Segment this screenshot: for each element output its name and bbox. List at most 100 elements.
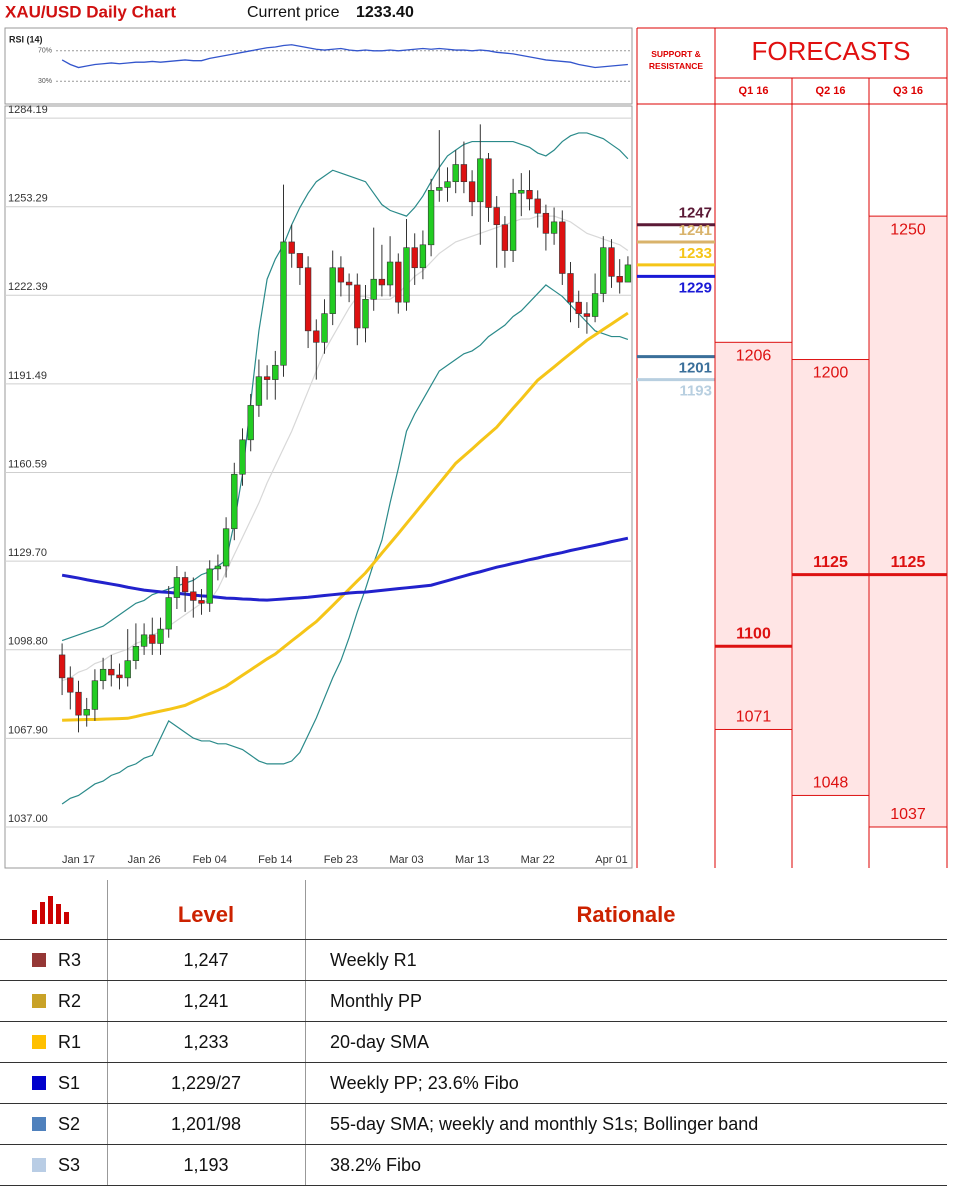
- candle-body: [263, 376, 271, 380]
- candle-body: [296, 253, 304, 269]
- rsi-title: RSI (14): [9, 34, 43, 44]
- candle-body: [419, 244, 427, 269]
- indicator-line: [62, 311, 629, 722]
- y-tick-label: 1129.70: [8, 547, 47, 559]
- forecast-panel: FORECASTS SUPPORT & RESISTANCE: [636, 27, 948, 868]
- x-tick-label: Mar 13: [455, 854, 489, 866]
- candle-body: [395, 261, 402, 303]
- price: 1233.40: [356, 4, 414, 21]
- candle-body: [509, 192, 517, 251]
- candle-body: [362, 298, 369, 329]
- code: R1: [58, 1031, 82, 1052]
- candle-body: [526, 190, 533, 200]
- rsi-line: [61, 44, 628, 69]
- candle-body: [255, 376, 263, 406]
- candle-body: [173, 577, 181, 598]
- x-tick-label: Mar 22: [521, 854, 555, 866]
- candle-body: [378, 278, 386, 286]
- y-tick-label: 1222.39: [8, 281, 48, 293]
- table-row: R2 1,241 Monthly PP: [0, 981, 947, 1022]
- swatch: [32, 953, 46, 967]
- code: R3: [58, 949, 82, 970]
- candle-body: [91, 680, 99, 710]
- x-tick-label: Jan 26: [128, 854, 161, 866]
- level: 1,201/98: [170, 1113, 242, 1134]
- y-tick-label: 1253.29: [8, 193, 48, 205]
- candle-body: [231, 473, 238, 530]
- candle-body: [272, 364, 279, 380]
- y-tick-label: 1160.59: [8, 458, 47, 470]
- main-frame: [4, 105, 633, 869]
- candle-body: [354, 284, 361, 329]
- sr-label: 1247: [679, 205, 712, 222]
- forecast-median-label: 1125: [891, 554, 926, 571]
- forecast-range: [868, 215, 948, 828]
- forecast-range: [714, 341, 793, 730]
- forecast-high-label: 1206: [736, 348, 772, 365]
- code-cell: S3: [0, 1145, 107, 1185]
- candle-body: [337, 267, 345, 283]
- swatch: [32, 1076, 46, 1090]
- y-tick-label: 1037.00: [8, 813, 48, 825]
- candle-body: [206, 568, 213, 604]
- code-cell: R1: [0, 1022, 107, 1062]
- candle-body: [239, 439, 246, 475]
- y-tick-label: 30%: [38, 78, 52, 85]
- candle-body: [99, 668, 107, 682]
- candle-body: [190, 591, 197, 601]
- level: 1,241: [183, 990, 229, 1011]
- candle-body: [501, 224, 509, 251]
- candle-body: [67, 677, 74, 693]
- table-row: S1 1,229/27 Weekly PP; 23.6% Fibo: [0, 1063, 947, 1104]
- candle-body: [304, 267, 312, 332]
- candle-body: [58, 654, 66, 679]
- indicator-line: [61, 215, 629, 682]
- level: 1,193: [183, 1154, 229, 1175]
- swatch: [32, 1035, 46, 1049]
- forecast-title: FORECASTS: [752, 36, 911, 66]
- forecast-range: [791, 359, 870, 796]
- rationale: 55-day SMA; weekly and monthly S1s; Boll…: [330, 1113, 759, 1134]
- level: 1,233: [183, 1031, 229, 1052]
- sr-label: 1241: [679, 222, 712, 239]
- candle-body: [575, 301, 582, 314]
- candle-body: [493, 207, 500, 226]
- x-tick-label: Mar 03: [389, 854, 423, 866]
- y-tick-label: 70%: [38, 48, 52, 55]
- table-row: S3 1,193 38.2% Fibo: [0, 1145, 947, 1186]
- sr-label: 1233: [679, 245, 712, 262]
- candle-body: [485, 158, 492, 208]
- x-tick-label: Feb 23: [324, 854, 358, 866]
- y-tick-label: 1191.49: [8, 370, 47, 382]
- x-tick-label: Feb 14: [258, 854, 292, 866]
- candle-body: [427, 190, 435, 246]
- candle-body: [157, 628, 164, 644]
- code: R2: [58, 990, 82, 1011]
- candle-body: [140, 634, 148, 647]
- rationale: Weekly R1: [330, 949, 417, 970]
- price-label: Current price: [247, 4, 340, 21]
- candle-body: [411, 247, 418, 269]
- candle-body: [608, 247, 615, 277]
- candle-body: [567, 273, 574, 303]
- swatch: [32, 994, 46, 1008]
- icon: [32, 896, 69, 924]
- sr-label: 1229: [679, 279, 712, 296]
- table-row: R3 1,247 Weekly R1: [0, 940, 947, 981]
- candle-body: [198, 600, 205, 604]
- candle-body: [222, 528, 230, 567]
- forecast-high-label: 1250: [890, 221, 926, 238]
- candle-body: [583, 313, 591, 317]
- code-cell: R3: [0, 940, 107, 980]
- quarter-label: Q3 16: [893, 85, 923, 97]
- sr-title-box: SUPPORT & RESISTANCE: [649, 49, 703, 71]
- candle-body: [542, 212, 550, 234]
- forecast-median-label: 1125: [813, 554, 848, 571]
- rationale: Monthly PP: [330, 990, 423, 1011]
- title: XAU/USD Daily Chart: [5, 2, 176, 21]
- table-row: S2 1,201/98 55-day SMA; weekly and monthly…: [0, 1104, 947, 1145]
- candle-body: [460, 164, 468, 183]
- forecast-low-label: 1048: [813, 775, 849, 792]
- forecast-low-label: 1071: [736, 709, 772, 726]
